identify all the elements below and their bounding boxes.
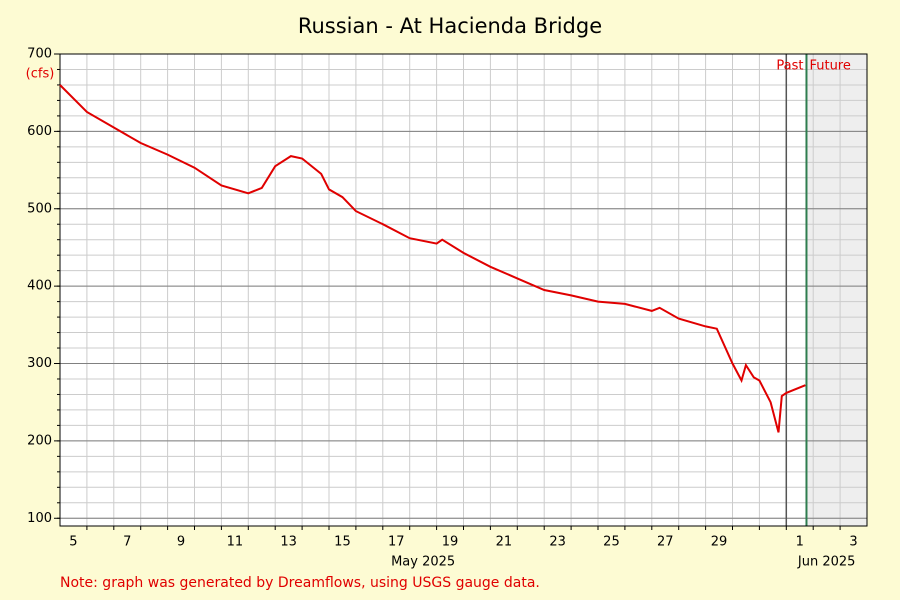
- x-tick-label: 17: [388, 535, 405, 550]
- y-tick-label: 300: [27, 356, 52, 371]
- x-tick-label: 9: [177, 535, 185, 550]
- y-tick-label: 100: [27, 511, 52, 526]
- plot-frame: [59, 53, 868, 527]
- past-label: Past: [776, 59, 803, 74]
- y-tick-label: 200: [27, 433, 52, 448]
- x-tick-label: 15: [334, 535, 351, 550]
- x-tick-label: 29: [711, 535, 728, 550]
- future-region: [806, 54, 867, 526]
- y-axis-label: (cfs): [26, 67, 55, 82]
- y-tick-label: 700: [27, 47, 52, 62]
- x-tick-label: 25: [603, 535, 620, 550]
- x-tick-label: 11: [227, 535, 244, 550]
- x-tick-label: 1: [796, 535, 804, 550]
- x-tick-label: 7: [123, 535, 131, 550]
- y-tick-label: 600: [27, 124, 52, 139]
- x-tick-label: 5: [69, 535, 77, 550]
- x-tick-label: 19: [442, 535, 459, 550]
- x-tick-label: 27: [657, 535, 674, 550]
- y-tick-label: 400: [27, 279, 52, 294]
- future-label: Future: [809, 59, 850, 74]
- note: Note: graph was generated by Dreamflows,…: [60, 575, 540, 591]
- x-tick-label: 13: [280, 535, 297, 550]
- x-group-label: May 2025: [391, 555, 455, 570]
- y-tick-label: 500: [27, 201, 52, 216]
- x-group-label: Jun 2025: [797, 555, 856, 570]
- flow-line: [59, 84, 806, 433]
- x-tick-label: 3: [849, 535, 857, 550]
- x-tick-label: 23: [549, 535, 566, 550]
- chart-title: Russian - At Hacienda Bridge: [298, 14, 602, 38]
- x-tick-label: 21: [496, 535, 513, 550]
